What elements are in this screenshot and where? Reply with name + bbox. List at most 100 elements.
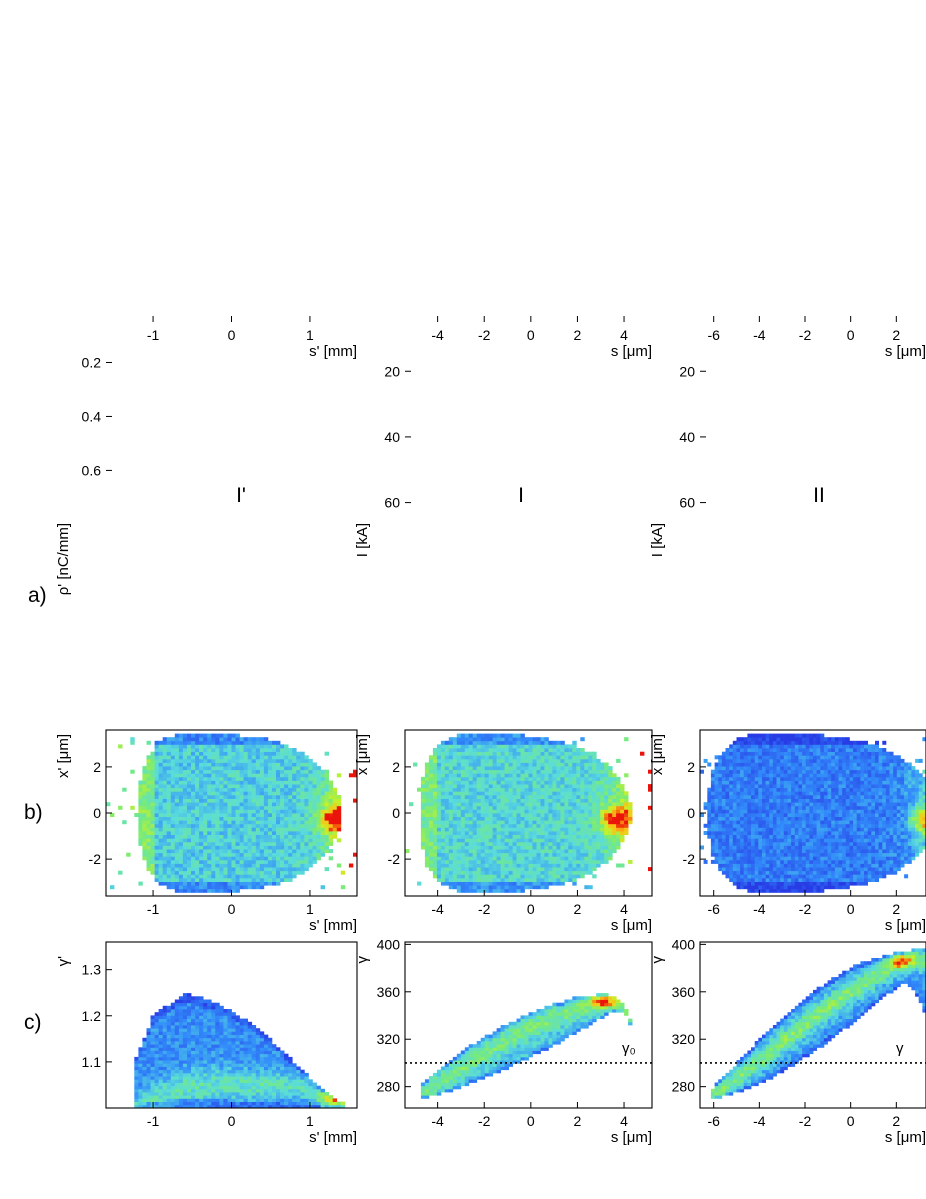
heatmap-cell (520, 758, 525, 763)
heatmap-cell (528, 831, 533, 835)
heatmap-cell (560, 762, 565, 767)
heatmap-cell (572, 823, 577, 828)
heatmap-cell (456, 867, 462, 872)
heatmap-cell (215, 863, 220, 868)
heatmap-cell (146, 852, 151, 857)
heatmap-cell (772, 751, 777, 756)
heatmap-cell (300, 784, 305, 789)
heatmap-cell (203, 766, 208, 771)
heatmap-cell (215, 852, 220, 857)
heatmap-cell (460, 834, 466, 839)
heatmap-cell (456, 769, 462, 774)
heatmap-cell (707, 834, 712, 839)
heatmap-cell (211, 820, 216, 825)
heatmap-cell (154, 841, 159, 846)
heatmap-cell (520, 878, 525, 882)
heatmap-cell (484, 878, 490, 882)
heatmap-cell (263, 816, 269, 821)
heatmap-cell (780, 809, 785, 814)
heatmap-cell (568, 878, 573, 882)
heatmap-cell (532, 816, 537, 821)
heatmap-cell (280, 762, 285, 767)
heatmap-cell (444, 798, 450, 803)
heatmap-cell (548, 755, 553, 760)
heatmap-cell (504, 870, 509, 875)
heatmap-cell (239, 845, 244, 850)
heatmap-cell (195, 733, 200, 738)
heatmap-cell (544, 784, 549, 789)
heatmap-cell (178, 769, 184, 774)
heatmap-cell (472, 795, 478, 799)
heatmap-cell (476, 776, 482, 781)
heatmap-cell (460, 816, 466, 821)
heatmap-cell (580, 816, 585, 821)
heatmap-cell (464, 737, 470, 742)
heatmap-cell (166, 758, 172, 763)
heatmap-cell (596, 784, 601, 789)
heatmap-cell (328, 813, 334, 817)
heatmap-cell (472, 823, 478, 828)
heatmap-cell (740, 791, 745, 796)
heatmap-cell (791, 831, 796, 835)
heatmap-cell (780, 769, 785, 774)
heatmap-cell (142, 813, 147, 817)
heatmap-cell (718, 813, 723, 817)
heatmap-cell (138, 791, 143, 796)
heatmap-cell (484, 780, 490, 785)
heatmap-cell (762, 834, 766, 839)
heatmap-cell (548, 849, 553, 854)
heatmap-cell (432, 762, 438, 767)
heatmap-cell (729, 867, 734, 872)
heatmap-cell (255, 744, 261, 749)
heatmap-cell (580, 867, 585, 872)
heatmap-cell (780, 780, 785, 785)
heatmap-cell (259, 863, 265, 868)
heatmap-cell (267, 831, 273, 835)
heatmap-cell (484, 849, 490, 854)
heatmap-cell (146, 827, 151, 832)
heatmap-cell (158, 820, 163, 825)
heatmap-cell (304, 856, 309, 861)
heatmap-cell (178, 805, 184, 810)
heatmap-cell (440, 878, 446, 882)
heatmap-cell (762, 737, 766, 742)
heatmap-cell (524, 834, 529, 839)
heatmap-cell (520, 762, 525, 767)
heatmap-cell (710, 816, 715, 821)
heatmap-cell (308, 845, 313, 850)
heatmap-cell (791, 852, 796, 857)
heatmap-cell (765, 733, 770, 738)
heatmap-cell (460, 820, 466, 825)
heatmap-cell (572, 748, 577, 752)
heatmap-cell (592, 798, 597, 803)
heatmap-cell (424, 823, 430, 828)
heatmap-cell (440, 863, 446, 868)
heatmap-cell (508, 838, 513, 843)
heatmap-cell (312, 784, 317, 789)
heatmap-cell (452, 755, 458, 760)
heatmap-cell (496, 841, 501, 846)
heatmap-cell (316, 849, 321, 854)
heatmap-cell (207, 762, 212, 767)
heatmap-cell (312, 823, 317, 828)
heatmap-cell (251, 816, 257, 821)
heatmap-cell (787, 755, 792, 760)
heatmap-cell (296, 838, 301, 843)
heatmap-cell (440, 820, 446, 825)
heatmap-cell (584, 773, 589, 778)
heatmap-cell (780, 813, 785, 817)
heatmap-cell (512, 845, 517, 850)
heatmap-cell (255, 813, 261, 817)
heatmap-cell (476, 744, 482, 749)
heatmap-cell (492, 859, 497, 864)
heatmap-cell (158, 748, 163, 752)
heatmap-cell (532, 784, 537, 789)
heatmap-cell (272, 834, 277, 839)
heatmap-cell (436, 867, 442, 872)
heatmap-cell (480, 874, 486, 879)
heatmap-cell (714, 849, 719, 854)
heatmap-cell (492, 748, 497, 752)
heatmap-cell (743, 820, 748, 825)
heatmap-cell (747, 885, 752, 890)
heatmap-cell (718, 845, 723, 850)
